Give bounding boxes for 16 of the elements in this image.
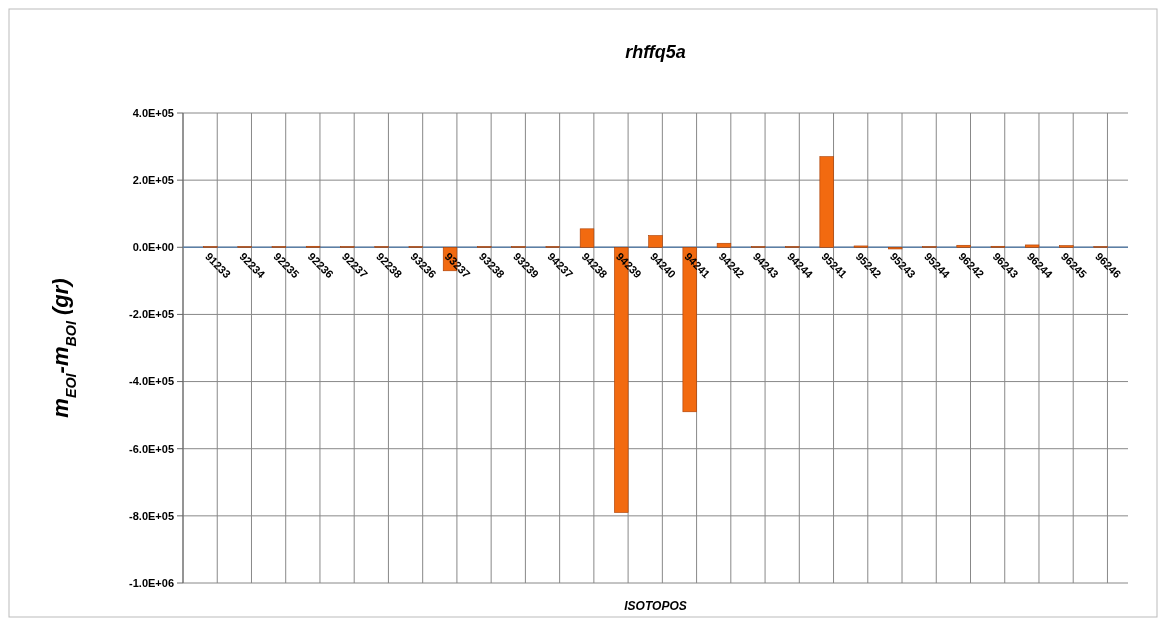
chart-title: rhffq5a: [625, 42, 686, 62]
y-tick-label: -1.0E+06: [129, 576, 174, 589]
bar: [956, 244, 971, 248]
x-axis-title: ISOTOPOS: [624, 599, 687, 613]
y-tick-label: 4.0E+05: [132, 106, 174, 119]
bar: [716, 242, 732, 248]
y-tick-label: -6.0E+05: [129, 442, 174, 455]
bar: [648, 235, 663, 248]
bar: [819, 156, 834, 248]
y-tick-label: -4.0E+05: [129, 375, 174, 388]
bar: [1024, 244, 1040, 248]
y-tick-label: 0.0E+00: [132, 241, 174, 254]
bar: [579, 228, 595, 248]
y-tick-label: -2.0E+05: [129, 308, 174, 321]
y-tick-label: -8.0E+05: [129, 509, 174, 522]
y-tick-label: 2.0E+05: [132, 173, 174, 186]
